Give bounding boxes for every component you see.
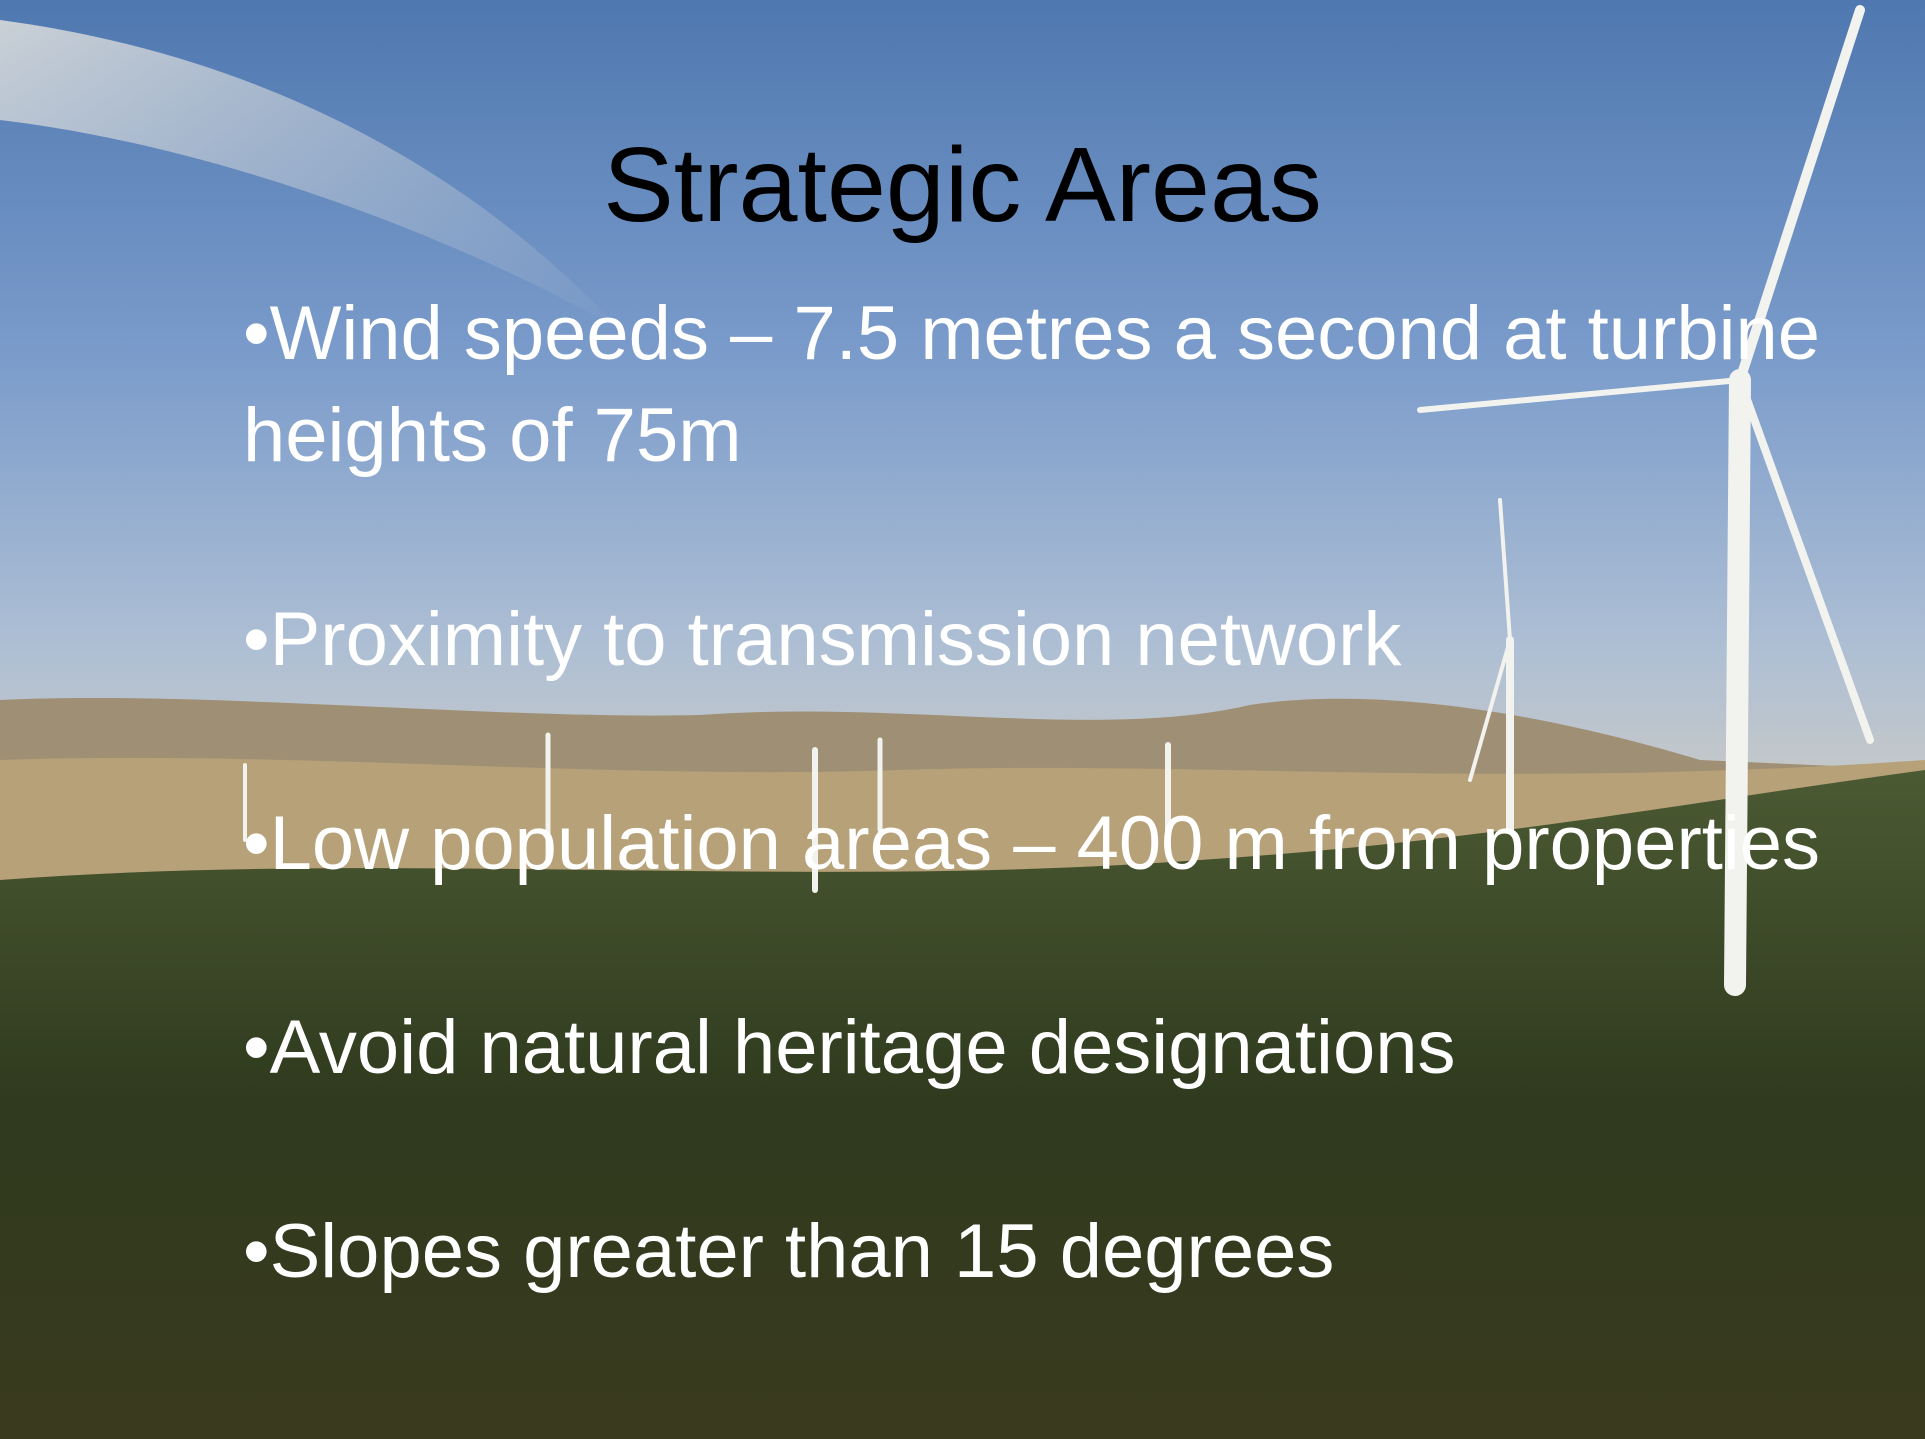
bullet-item: •Proximity to transmission network (243, 589, 1823, 691)
bullet-item: •Wind speeds – 7.5 metres a second at tu… (243, 283, 1823, 487)
bullet-list: •Wind speeds – 7.5 metres a second at tu… (243, 283, 1823, 1405)
bullet-item: •Slopes greater than 15 degrees (243, 1201, 1823, 1303)
bullet-item: •Avoid natural heritage designations (243, 997, 1823, 1099)
slide-title: Strategic Areas (0, 120, 1925, 250)
slide: Strategic Areas •Wind speeds – 7.5 metre… (0, 0, 1925, 1439)
bullet-item: •Low population areas – 400 m from prope… (243, 793, 1823, 895)
